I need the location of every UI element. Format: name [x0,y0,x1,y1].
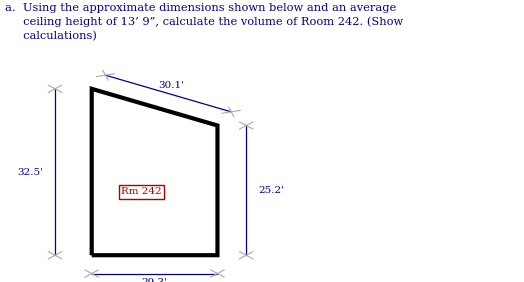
Text: Rm 242: Rm 242 [121,187,162,196]
Text: 25.2': 25.2' [258,186,285,195]
Text: a.  Using the approximate dimensions shown below and an average
     ceiling hei: a. Using the approximate dimensions show… [5,3,403,41]
Text: 29.3': 29.3' [141,278,168,282]
Text: 32.5': 32.5' [17,168,43,177]
Text: 30.1': 30.1' [158,81,184,90]
